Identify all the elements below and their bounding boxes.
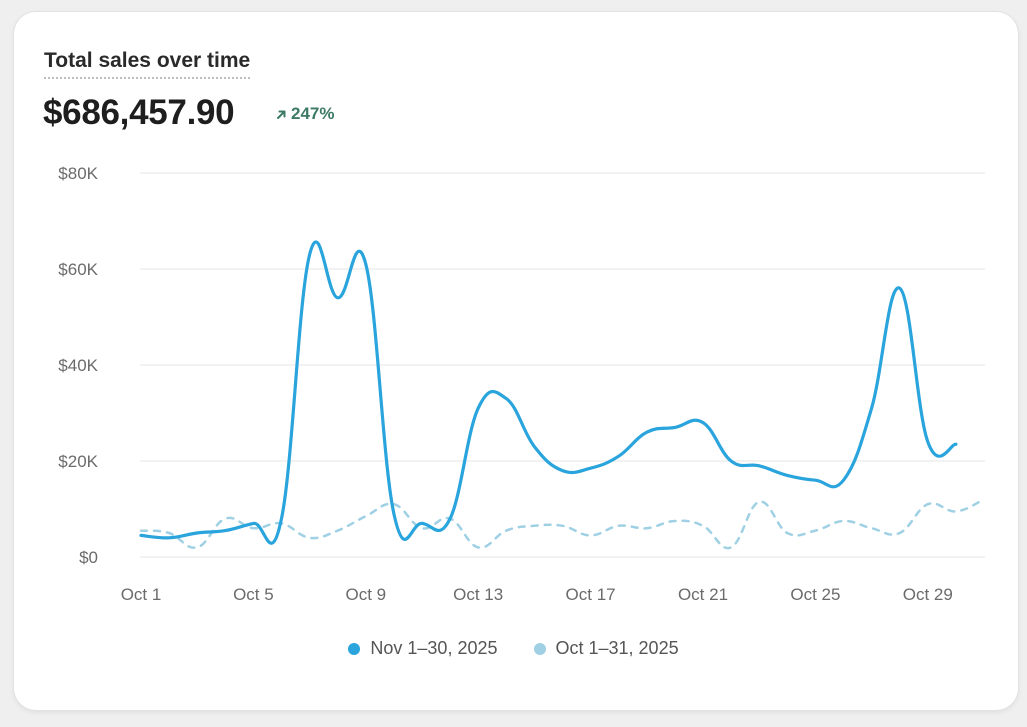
point-previous[interactable] [981, 496, 987, 502]
x-tick-label: Oct 1 [121, 585, 162, 604]
y-tick-label: $20K [58, 452, 98, 471]
point-current[interactable] [560, 468, 566, 474]
point-current[interactable] [475, 405, 481, 411]
point-previous[interactable] [728, 544, 734, 550]
legend-dot-previous [533, 642, 546, 655]
point-current[interactable] [222, 528, 228, 534]
point-previous[interactable] [419, 525, 425, 531]
x-tick-label: Oct 29 [903, 585, 953, 604]
point-current[interactable] [194, 530, 200, 536]
point-previous[interactable] [250, 525, 256, 531]
point-previous[interactable] [363, 513, 369, 519]
legend-label-previous: Oct 1–31, 2025 [555, 638, 679, 658]
point-previous[interactable] [503, 528, 509, 534]
point-previous[interactable] [784, 530, 790, 536]
point-current[interactable] [644, 429, 650, 435]
x-tick-label: Oct 5 [233, 585, 274, 604]
point-previous[interactable] [616, 523, 622, 529]
legend-item-current[interactable]: Nov 1–30, 2025 [348, 638, 498, 659]
point-current[interactable] [672, 424, 678, 430]
point-previous[interactable] [222, 516, 228, 522]
point-current[interactable] [503, 396, 509, 402]
point-current[interactable] [391, 511, 397, 517]
point-current[interactable] [616, 453, 622, 459]
point-previous[interactable] [391, 501, 397, 507]
point-previous[interactable] [841, 518, 847, 524]
sales-card: Total sales over time $686,457.90 247% [14, 12, 1018, 710]
legend-dot-current [348, 642, 361, 655]
point-current[interactable] [925, 439, 931, 445]
y-tick-label: $40K [58, 356, 98, 375]
point-current[interactable] [897, 285, 903, 291]
point-previous[interactable] [475, 544, 481, 550]
point-previous[interactable] [897, 530, 903, 536]
point-current[interactable] [953, 441, 959, 447]
x-tick-label: Oct 25 [790, 585, 840, 604]
change-percent: 247% [291, 104, 335, 123]
point-current[interactable] [700, 420, 706, 426]
point-previous[interactable] [672, 518, 678, 524]
y-tick-label: $60K [58, 260, 98, 279]
x-tick-label: Oct 9 [345, 585, 386, 604]
x-tick-label: Oct 21 [678, 585, 728, 604]
x-tick-label: Oct 13 [453, 585, 503, 604]
point-current[interactable] [812, 477, 818, 483]
point-current[interactable] [869, 405, 875, 411]
point-previous[interactable] [925, 501, 931, 507]
legend-item-previous[interactable]: Oct 1–31, 2025 [533, 638, 679, 659]
point-current[interactable] [841, 477, 847, 483]
point-previous[interactable] [953, 508, 959, 514]
arrow-up-right-icon [276, 109, 287, 120]
point-previous[interactable] [869, 525, 875, 531]
change-badge: 247% [276, 104, 334, 124]
point-current[interactable] [335, 295, 341, 301]
point-current[interactable] [728, 458, 734, 464]
series-line-current[interactable] [139, 240, 958, 545]
point-previous[interactable] [307, 535, 313, 541]
point-previous[interactable] [138, 528, 144, 534]
point-previous[interactable] [194, 544, 200, 550]
point-current[interactable] [756, 463, 762, 469]
point-previous[interactable] [588, 532, 594, 538]
y-tick-label: $80K [58, 164, 98, 183]
x-tick-label: Oct 17 [566, 585, 616, 604]
point-current[interactable] [531, 444, 537, 450]
point-previous[interactable] [756, 499, 762, 505]
card-title[interactable]: Total sales over time [44, 48, 251, 79]
point-current[interactable] [588, 465, 594, 471]
point-previous[interactable] [560, 523, 566, 529]
y-tick-label: $0 [79, 548, 98, 567]
chart-legend: Nov 1–30, 2025 Oct 1–31, 2025 [0, 638, 1027, 659]
point-previous[interactable] [166, 530, 172, 536]
point-current[interactable] [784, 472, 790, 478]
point-previous[interactable] [700, 523, 706, 529]
point-previous[interactable] [279, 520, 285, 526]
total-sales-value: $686,457.90 [43, 93, 235, 132]
point-previous[interactable] [447, 516, 453, 522]
point-previous[interactable] [335, 528, 341, 534]
point-previous[interactable] [812, 528, 818, 534]
legend-label-current: Nov 1–30, 2025 [370, 638, 498, 658]
point-current[interactable] [307, 252, 313, 258]
point-previous[interactable] [644, 525, 650, 531]
point-previous[interactable] [531, 523, 537, 529]
point-current[interactable] [363, 261, 369, 267]
